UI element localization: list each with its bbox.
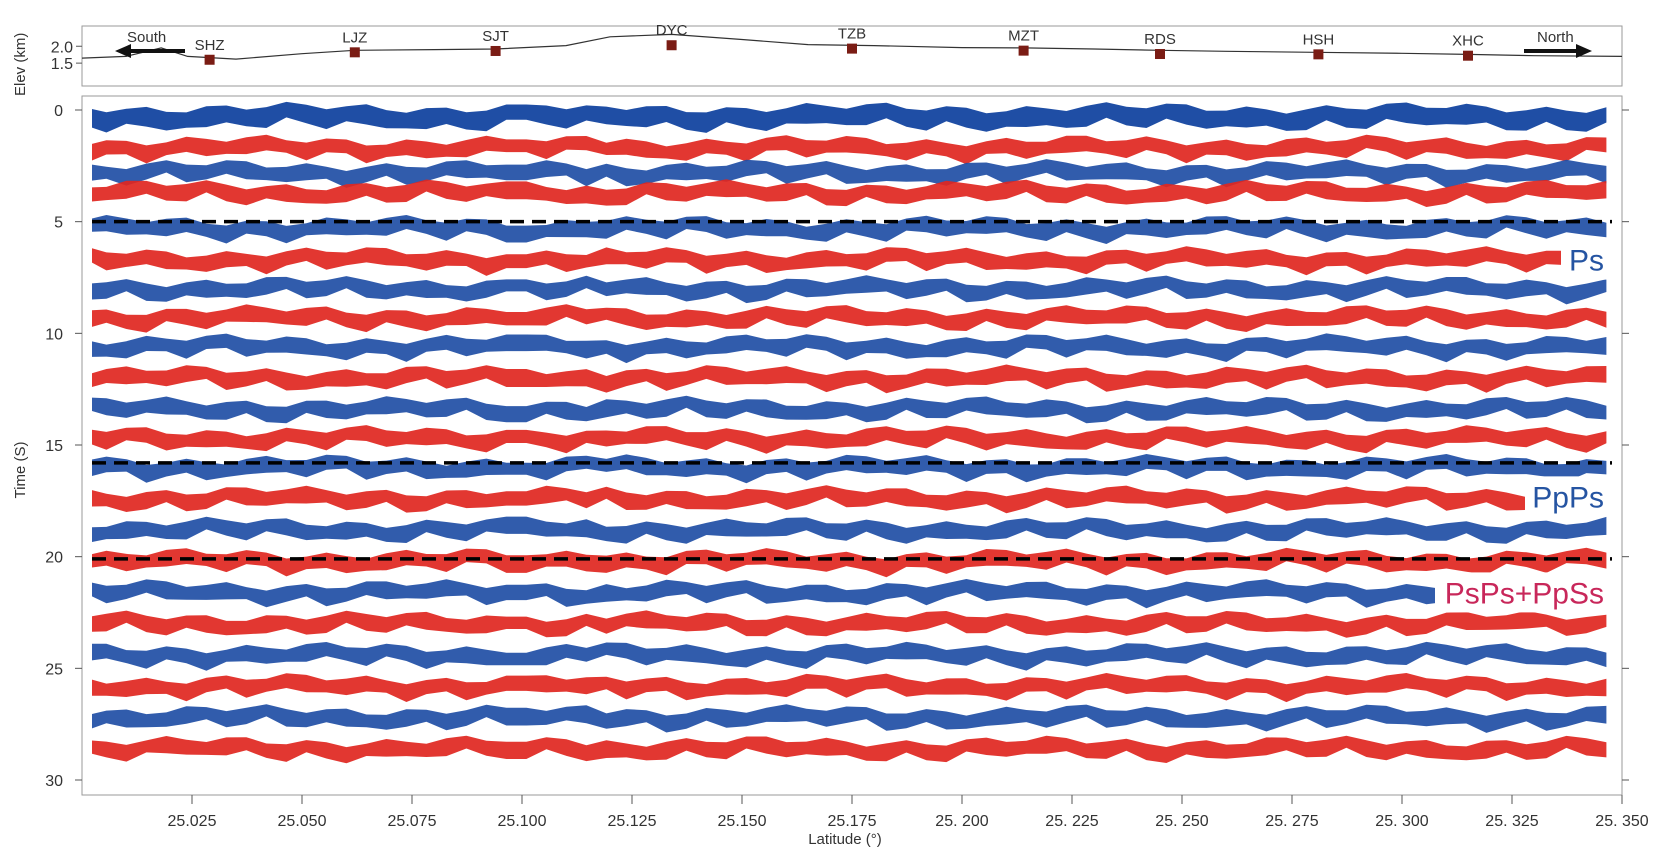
reflection-band: [92, 333, 1607, 364]
north-label: North: [1537, 29, 1574, 46]
x-tick-label: 25. 225: [1045, 813, 1098, 830]
station-marker: [847, 43, 857, 54]
x-tick-label: 25.150: [718, 813, 767, 830]
y-tick-label: 15: [45, 438, 63, 455]
station-label: DYC: [656, 22, 688, 39]
arrow-left-icon: [115, 44, 185, 58]
reflection-band: [92, 304, 1607, 333]
y-tick-label: 10: [45, 326, 63, 343]
y-axis-title: Time (S): [12, 442, 29, 499]
x-tick-label: 25.175: [828, 813, 877, 830]
south-direction: South: [115, 29, 185, 58]
arrow-right-icon: [1524, 44, 1592, 58]
y-tick-label: 20: [45, 550, 63, 567]
phase-label-box: [1435, 572, 1611, 613]
reflection-band: [92, 610, 1607, 638]
time-axis: 0 5 10 15 20 25 30: [45, 103, 1629, 790]
phase-label: PpPs: [1532, 481, 1604, 514]
phase-lines: [92, 219, 1612, 561]
north-direction: North: [1524, 29, 1592, 58]
x-tick-label: 25.125: [608, 813, 657, 830]
reflection-band: [92, 673, 1607, 703]
elev-tick-label: 2.0: [51, 39, 73, 56]
phase-label: Ps: [1569, 245, 1604, 278]
latitude-axis: 25.025 25.050 25.075 25.100 25.125 25.150 25.1…: [168, 795, 1649, 830]
station-label: LJZ: [342, 29, 367, 46]
reflection-band: [92, 246, 1607, 276]
x-tick-label: 25. 275: [1265, 813, 1318, 830]
reflection-band: [92, 516, 1607, 544]
y-tick-label: 0: [54, 103, 63, 120]
reflection-band: [92, 485, 1607, 514]
station-marker: [1463, 50, 1473, 61]
station-label: SJT: [482, 28, 509, 45]
y-tick-label: 25: [45, 661, 63, 678]
station-label: TZB: [838, 26, 866, 43]
x-tick-label: 25. 350: [1595, 813, 1648, 830]
x-tick-label: 25.075: [388, 813, 437, 830]
phase-labels: Ps PpPs PsPs+PpSs: [1435, 239, 1611, 613]
x-tick-label: 25.050: [278, 813, 327, 830]
x-tick-label: 25. 300: [1375, 813, 1428, 830]
seismic-section: Ps PpPs PsPs+PpSs: [81, 95, 1623, 796]
south-label: South: [127, 29, 166, 46]
x-axis-title: Latitude (°): [808, 831, 882, 848]
station-label: SHZ: [195, 37, 225, 54]
x-tick-label: 25. 325: [1485, 813, 1538, 830]
x-tick-label: 25. 200: [935, 813, 988, 830]
phase-label-box: [1525, 476, 1611, 517]
reflection-band: [92, 159, 1607, 188]
elevation-ticks: 1.52.0: [51, 39, 82, 73]
station-marker: [666, 40, 677, 51]
reflection-band: [92, 547, 1607, 578]
station-marker: [1155, 49, 1165, 60]
y-tick-label: 5: [54, 215, 63, 232]
reflection-band: [92, 425, 1607, 454]
reflection-band: [92, 364, 1607, 394]
station-markers: SHZ LJZ SJT DYC TZB MZT RDS HSH XHC: [195, 22, 1484, 65]
reflection-band: [92, 101, 1607, 133]
reflection-band: [92, 275, 1607, 305]
station-label: XHC: [1452, 33, 1484, 50]
x-tick-label: 25. 250: [1155, 813, 1208, 830]
station-marker: [490, 45, 501, 56]
station-label: MZT: [1008, 28, 1039, 45]
reflection-band: [92, 134, 1607, 165]
reflection-band: [92, 179, 1607, 207]
elev-tick-label: 1.5: [51, 56, 73, 73]
station-label: HSH: [1303, 31, 1335, 48]
reflection-band: [92, 395, 1607, 424]
reflection-band: [92, 579, 1607, 609]
station-label: RDS: [1144, 31, 1176, 48]
station-marker: [1313, 49, 1324, 60]
elevation-axis-title: Elev (km): [12, 33, 29, 96]
station-marker: [349, 47, 360, 58]
reflection-band: [92, 641, 1607, 671]
phase-label-box: [1561, 239, 1611, 280]
station-marker: [1018, 45, 1029, 56]
station-marker: [204, 54, 215, 65]
y-tick-label: 30: [45, 773, 63, 790]
x-tick-label: 25.025: [168, 813, 217, 830]
reflection-band: [92, 704, 1607, 733]
phase-label: PsPs+PpSs: [1445, 577, 1604, 610]
x-tick-label: 25.100: [498, 813, 547, 830]
elevation-panel: 1.52.0 SHZ LJZ SJT DYC TZB MZT RDS HSH XHC South…: [12, 22, 1623, 96]
reflection-band: [92, 735, 1607, 764]
